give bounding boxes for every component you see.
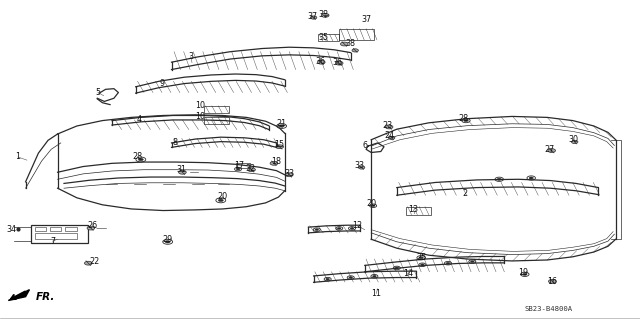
- Text: 7: 7: [50, 237, 55, 246]
- Circle shape: [470, 261, 474, 263]
- Circle shape: [548, 149, 556, 152]
- Bar: [406, 207, 431, 215]
- Bar: [204, 117, 229, 124]
- Circle shape: [446, 262, 450, 264]
- Circle shape: [279, 125, 284, 127]
- Circle shape: [270, 161, 278, 165]
- Circle shape: [419, 257, 423, 259]
- Circle shape: [529, 177, 533, 179]
- Text: 37: 37: [307, 12, 317, 21]
- Text: 28: 28: [458, 115, 468, 123]
- Text: 28: 28: [132, 152, 143, 161]
- Text: 38: 38: [346, 39, 356, 48]
- Circle shape: [317, 60, 325, 64]
- Circle shape: [337, 227, 341, 229]
- Bar: [204, 106, 229, 113]
- Text: 36: 36: [315, 57, 325, 66]
- Circle shape: [236, 168, 240, 170]
- Text: 6: 6: [362, 141, 367, 150]
- Circle shape: [218, 199, 223, 202]
- Text: 34: 34: [6, 225, 17, 234]
- Text: 33: 33: [355, 161, 365, 170]
- Text: FR.: FR.: [36, 292, 55, 302]
- Circle shape: [285, 173, 293, 177]
- Circle shape: [420, 264, 424, 266]
- Text: 4: 4: [137, 115, 142, 124]
- Text: 25: 25: [416, 253, 426, 262]
- Bar: [318, 34, 339, 41]
- Circle shape: [138, 158, 143, 161]
- Text: 15: 15: [274, 140, 284, 149]
- Text: 24: 24: [384, 131, 394, 140]
- Circle shape: [315, 229, 319, 231]
- Circle shape: [371, 205, 375, 207]
- Circle shape: [276, 145, 284, 149]
- Text: 3: 3: [188, 52, 193, 61]
- Circle shape: [326, 278, 330, 280]
- Circle shape: [87, 226, 95, 230]
- Circle shape: [179, 170, 186, 174]
- Text: 20: 20: [218, 192, 228, 201]
- Circle shape: [388, 136, 395, 139]
- Text: 22: 22: [90, 257, 100, 266]
- Text: 30: 30: [568, 135, 579, 144]
- Text: 29: 29: [163, 235, 173, 244]
- Text: 16: 16: [547, 277, 557, 286]
- Text: 12: 12: [352, 221, 362, 230]
- Text: 31: 31: [176, 165, 186, 174]
- Circle shape: [385, 125, 393, 129]
- Text: 14: 14: [403, 269, 413, 278]
- Polygon shape: [8, 290, 29, 300]
- Text: 35: 35: [318, 33, 328, 42]
- Circle shape: [84, 261, 92, 265]
- Circle shape: [350, 227, 354, 229]
- Text: 8: 8: [172, 138, 177, 147]
- Bar: [35, 233, 77, 239]
- Bar: [339, 29, 374, 40]
- Bar: [35, 227, 46, 231]
- Circle shape: [165, 241, 170, 243]
- Circle shape: [358, 166, 365, 169]
- Circle shape: [572, 140, 578, 144]
- Circle shape: [497, 178, 501, 180]
- Bar: [31, 225, 88, 243]
- Text: 38: 38: [319, 10, 329, 19]
- Text: 13: 13: [408, 205, 419, 214]
- Bar: [50, 227, 61, 231]
- Text: 10: 10: [195, 112, 205, 121]
- Text: 26: 26: [88, 221, 98, 230]
- Circle shape: [395, 267, 399, 269]
- Text: 11: 11: [371, 289, 381, 298]
- Circle shape: [310, 16, 317, 19]
- Circle shape: [548, 279, 556, 283]
- Text: 2: 2: [462, 189, 467, 198]
- Circle shape: [352, 49, 358, 52]
- Text: 19: 19: [518, 268, 529, 277]
- Text: 37: 37: [362, 15, 372, 24]
- Text: 32: 32: [246, 164, 256, 173]
- Text: 23: 23: [382, 121, 392, 130]
- Circle shape: [523, 273, 527, 275]
- Circle shape: [335, 61, 343, 65]
- Text: 9: 9: [160, 79, 165, 88]
- Text: 20: 20: [366, 199, 376, 208]
- Text: 18: 18: [271, 157, 282, 166]
- Text: 27: 27: [544, 145, 554, 154]
- Circle shape: [340, 42, 348, 46]
- Text: 5: 5: [95, 88, 100, 97]
- Bar: [65, 227, 77, 231]
- Text: 1: 1: [15, 152, 20, 161]
- Circle shape: [248, 168, 255, 172]
- Text: 10: 10: [195, 101, 205, 110]
- Text: 36: 36: [333, 58, 343, 67]
- Circle shape: [349, 277, 353, 278]
- Text: 17: 17: [234, 161, 244, 170]
- Circle shape: [464, 120, 468, 122]
- Bar: [236, 163, 250, 168]
- Text: 21: 21: [276, 119, 287, 128]
- Circle shape: [372, 275, 376, 277]
- Text: 33: 33: [285, 169, 295, 178]
- Text: SB23-B4800A: SB23-B4800A: [525, 307, 573, 312]
